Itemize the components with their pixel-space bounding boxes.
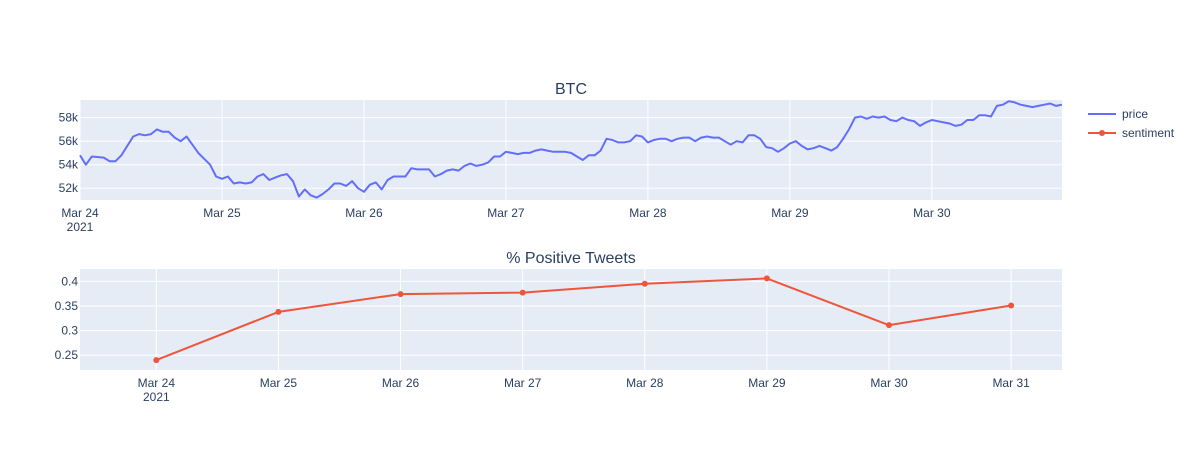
plot-area[interactable] [80, 269, 1062, 370]
chart-title: % Positive Tweets [506, 250, 636, 267]
x-tick-label: Mar 31 [992, 376, 1030, 390]
x-tick-year-label: 2021 [143, 390, 170, 404]
x-tick-label: Mar 27 [487, 206, 525, 220]
x-tick-label: Mar 29 [771, 206, 809, 220]
y-tick-label: 56k [59, 134, 79, 148]
x-tick-label: Mar 24 [61, 206, 99, 220]
x-tick-label: Mar 27 [504, 376, 542, 390]
legend-label: price [1122, 107, 1148, 121]
sentiment-series-line[interactable] [155, 277, 1012, 362]
plot-area[interactable] [80, 100, 1062, 200]
y-tick-label: 58k [59, 111, 79, 125]
price-series-line[interactable] [79, 100, 1063, 199]
legend-label: sentiment [1122, 126, 1175, 140]
y-tick-label: 0.25 [55, 348, 79, 362]
y-tick-label: 0.3 [61, 324, 78, 338]
legend-marker [1099, 130, 1105, 136]
y-tick-label: 0.4 [61, 274, 78, 288]
x-tick-label: Mar 25 [260, 376, 298, 390]
sentiment-point[interactable] [519, 289, 526, 296]
x-tick-label: Mar 28 [626, 376, 664, 390]
sentiment-point[interactable] [275, 308, 282, 315]
sentiment-point[interactable] [886, 322, 893, 329]
x-tick-label: Mar 30 [913, 206, 951, 220]
chart-title: BTC [555, 81, 587, 98]
x-tick-year-label: 2021 [67, 220, 94, 234]
x-tick-label: Mar 26 [345, 206, 383, 220]
x-tick-label: Mar 28 [629, 206, 667, 220]
legend-item-price[interactable]: price [1088, 107, 1148, 121]
x-tick-label: Mar 24 [138, 376, 176, 390]
x-tick-label: Mar 29 [748, 376, 786, 390]
x-tick-label: Mar 30 [870, 376, 908, 390]
y-tick-label: 0.35 [55, 299, 79, 313]
sentiment-point[interactable] [763, 275, 770, 282]
x-tick-label: Mar 25 [203, 206, 241, 220]
y-tick-label: 52k [59, 181, 79, 195]
sentiment-point[interactable] [1008, 302, 1015, 309]
sentiment-point[interactable] [641, 280, 648, 287]
legend-item-sentiment[interactable]: sentiment [1088, 126, 1175, 140]
x-tick-label: Mar 26 [382, 376, 420, 390]
sentiment-point[interactable] [153, 357, 160, 364]
y-tick-label: 54k [59, 158, 79, 172]
legend[interactable]: price sentiment [1088, 107, 1175, 140]
sentiment-point[interactable] [397, 291, 404, 298]
